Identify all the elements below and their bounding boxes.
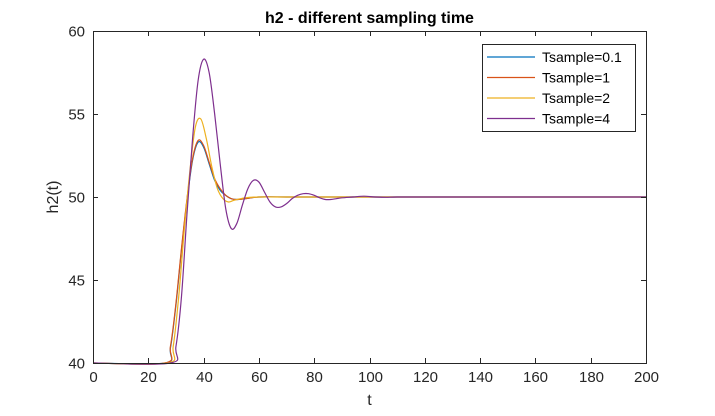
y-axis-label: h2(t) [45,181,62,214]
x-tick-label: 180 [579,369,604,386]
x-tick-label: 40 [196,369,213,386]
legend-box [482,44,636,132]
y-tick-label: 45 [68,273,85,290]
y-tick-label: 50 [68,190,85,207]
x-tick-label: 80 [306,369,323,386]
x-axis-label: t [367,392,372,409]
legend-label: Tsample=4 [542,111,610,127]
series-line-4 [92,58,646,365]
x-tick-label: 160 [523,369,548,386]
x-tick-label: 0 [89,369,97,386]
legend-label: Tsample=1 [542,70,610,86]
legend: Tsample=0.1 Tsample=1 Tsample=2 Tsample=4 [482,44,636,132]
y-tick-label: 40 [68,356,85,373]
x-tick-label: 200 [634,369,659,386]
x-tick-label: 60 [251,369,268,386]
legend-label: Tsample=0.1 [542,49,622,65]
legend-label: Tsample=2 [542,90,610,106]
x-tick-label: 120 [413,369,438,386]
x-tick-label: 100 [358,369,383,386]
y-tick-label: 60 [68,24,85,41]
x-axis-ticks: 0 20 40 60 80 100 120 140 160 180 200 [89,31,659,386]
series-layer [92,58,646,365]
x-tick-label: 20 [140,369,157,386]
y-axis-ticks: 40 45 50 55 60 [68,24,646,373]
chart-title: h2 - different sampling time [265,10,474,27]
y-tick-label: 55 [68,107,85,124]
x-tick-label: 140 [468,369,493,386]
series-line-3 [92,117,646,365]
